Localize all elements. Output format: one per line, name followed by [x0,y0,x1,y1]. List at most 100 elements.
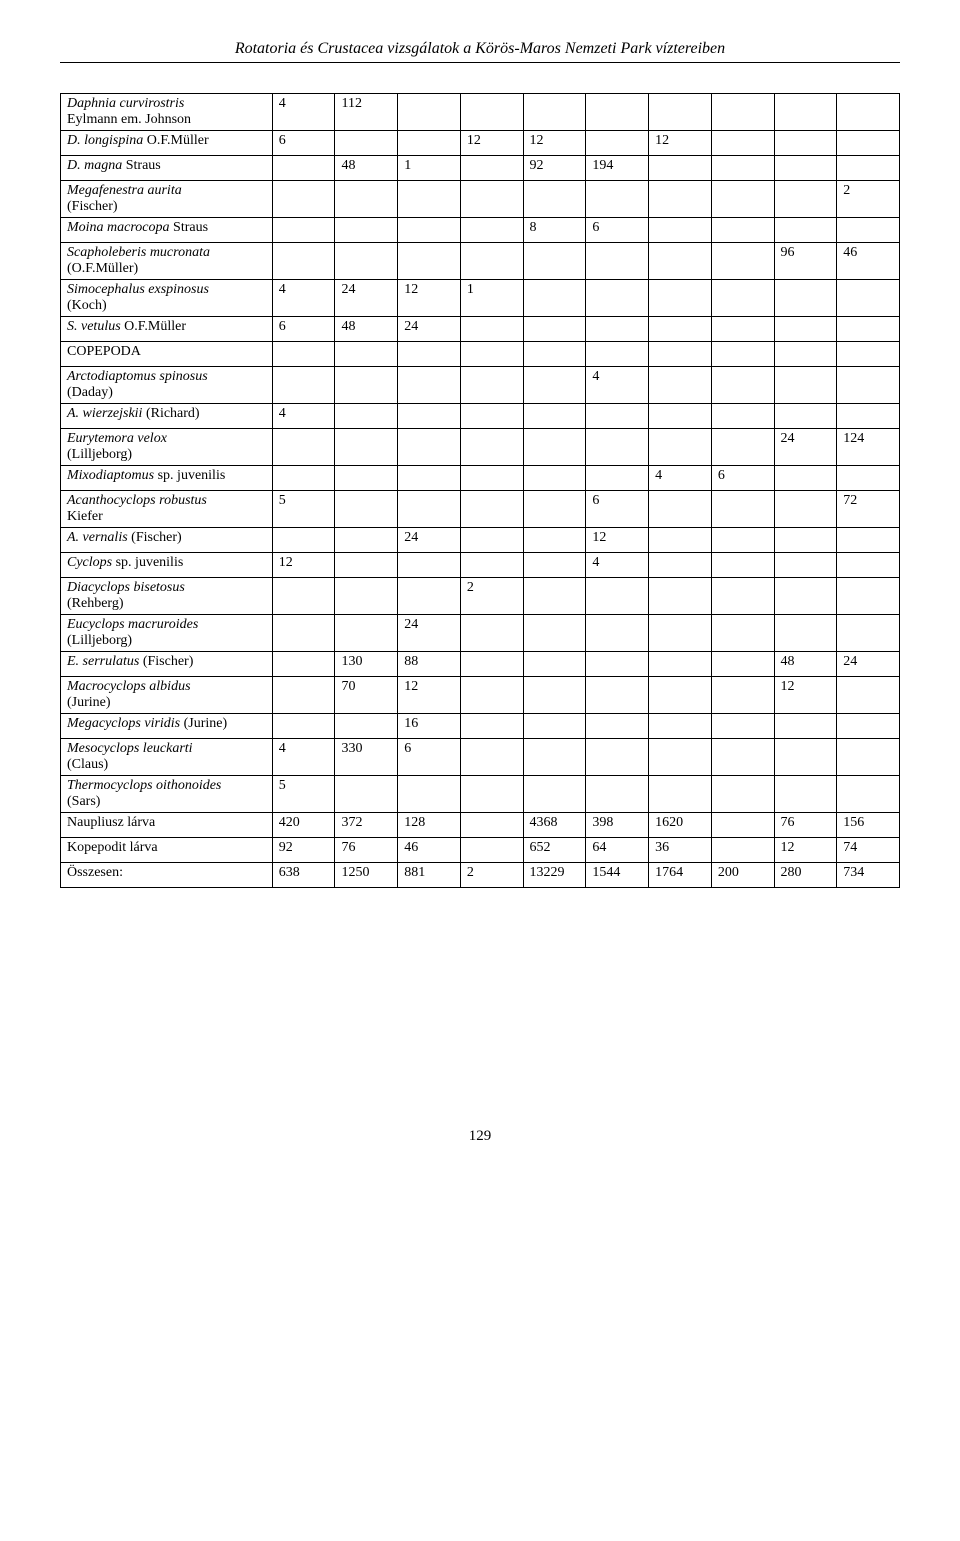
value-cell: 112 [335,94,398,131]
value-cell: 1544 [586,863,649,888]
table-row: Scapholeberis mucronata(O.F.Müller)9646 [61,243,900,280]
value-cell [837,156,900,181]
table-row: A. vernalis (Fischer)2412 [61,528,900,553]
value-cell: 46 [837,243,900,280]
value-cell [523,317,586,342]
value-cell [649,429,712,466]
value-cell [523,652,586,677]
value-cell: 2 [837,181,900,218]
value-cell: 130 [335,652,398,677]
value-cell [649,367,712,404]
value-cell [523,280,586,317]
value-cell [711,317,774,342]
value-cell: 8 [523,218,586,243]
table-row: Acanthocyclops robustusKiefer5672 [61,491,900,528]
value-cell [649,243,712,280]
value-cell [586,466,649,491]
value-cell [460,342,523,367]
value-cell: 5 [272,776,335,813]
value-cell [272,466,335,491]
value-cell [272,677,335,714]
value-cell [774,466,837,491]
value-cell [335,528,398,553]
species-label: Kopepodit lárva [61,838,273,863]
value-cell: 734 [837,863,900,888]
value-cell [460,181,523,218]
value-cell [272,243,335,280]
value-cell [586,243,649,280]
value-cell [335,218,398,243]
value-cell [711,156,774,181]
species-label: Megafenestra aurita(Fischer) [61,181,273,218]
species-label: Moina macrocopa Straus [61,218,273,243]
table-row: Daphnia curvirostrisEylmann em. Johnson4… [61,94,900,131]
value-cell [272,156,335,181]
value-cell: 638 [272,863,335,888]
value-cell [837,553,900,578]
species-label: Összesen: [61,863,273,888]
species-label: S. vetulus O.F.Müller [61,317,273,342]
value-cell: 194 [586,156,649,181]
value-cell [586,280,649,317]
value-cell [837,714,900,739]
value-cell [272,578,335,615]
value-cell [711,491,774,528]
value-cell [272,652,335,677]
value-cell: 280 [774,863,837,888]
value-cell: 4368 [523,813,586,838]
species-label: Thermocyclops oithonoides(Sars) [61,776,273,813]
value-cell [460,156,523,181]
value-cell [586,739,649,776]
value-cell [837,342,900,367]
table-row: Összesen:6381250881213229154417642002807… [61,863,900,888]
value-cell [398,218,461,243]
value-cell [335,491,398,528]
value-cell: 1764 [649,863,712,888]
value-cell [335,466,398,491]
species-label: A. vernalis (Fischer) [61,528,273,553]
value-cell [649,578,712,615]
value-cell [335,342,398,367]
value-cell: 48 [335,156,398,181]
value-cell [649,218,712,243]
value-cell [711,367,774,404]
value-cell [711,813,774,838]
value-cell: 96 [774,243,837,280]
value-cell: 6 [272,317,335,342]
value-cell [272,714,335,739]
value-cell [586,714,649,739]
value-cell [523,714,586,739]
value-cell [335,553,398,578]
table-row: Megacyclops viridis (Jurine)16 [61,714,900,739]
value-cell [711,578,774,615]
value-cell [649,317,712,342]
table-row: Cyclops sp. juvenilis124 [61,553,900,578]
value-cell [335,714,398,739]
value-cell: 12 [586,528,649,553]
species-label: Eurytemora velox(Lilljeborg) [61,429,273,466]
species-label: Macrocyclops albidus(Jurine) [61,677,273,714]
value-cell [774,404,837,429]
value-cell [649,776,712,813]
value-cell [711,218,774,243]
value-cell: 16 [398,714,461,739]
value-cell [335,776,398,813]
species-label: Eucyclops macruroides(Lilljeborg) [61,615,273,652]
table-row: D. longispina O.F.Müller6121212 [61,131,900,156]
value-cell: 12 [272,553,335,578]
table-row: S. vetulus O.F.Müller64824 [61,317,900,342]
value-cell [335,367,398,404]
value-cell [711,280,774,317]
value-cell [398,578,461,615]
value-cell [523,466,586,491]
value-cell [586,776,649,813]
value-cell [398,243,461,280]
value-cell [711,838,774,863]
value-cell: 13229 [523,863,586,888]
value-cell [649,528,712,553]
value-cell [335,578,398,615]
value-cell [335,615,398,652]
value-cell [586,181,649,218]
value-cell [335,404,398,429]
value-cell: 4 [586,553,649,578]
